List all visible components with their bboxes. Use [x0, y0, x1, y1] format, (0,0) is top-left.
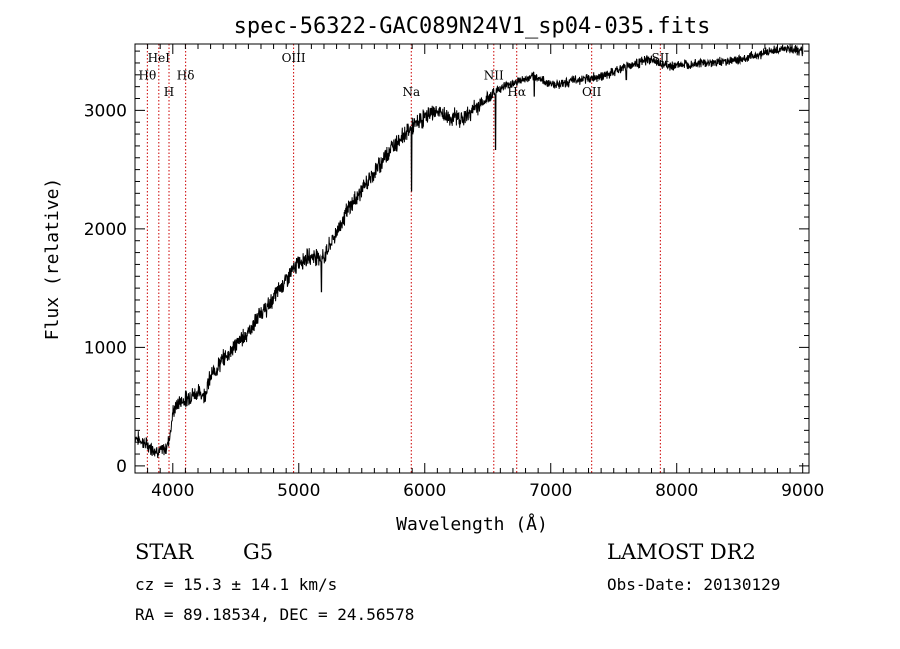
- object-subclass: G5: [243, 540, 273, 564]
- coordinates: RA = 89.18534, DEC = 24.56578: [135, 605, 414, 624]
- spectrum-line: [134, 44, 804, 458]
- marker-label: HeI: [148, 51, 171, 65]
- marker-label: H: [164, 85, 174, 99]
- object-class: STAR: [135, 540, 194, 564]
- y-tick-label: 3000: [84, 101, 127, 121]
- spectrum-series: [134, 44, 804, 458]
- chart-title: spec-56322-GAC089N24V1_sp04-035.fits: [234, 14, 711, 39]
- marker-label: Hδ: [177, 69, 195, 83]
- marker-label: Hα: [507, 85, 526, 99]
- marker-label: NII: [484, 69, 504, 83]
- x-axis-label: Wavelength (Å): [396, 513, 548, 535]
- plot-frame: [134, 43, 810, 474]
- marker-label: OIII: [282, 51, 306, 65]
- x-tick-label: 7000: [529, 481, 572, 501]
- x-tick-label: 9000: [781, 481, 824, 501]
- y-tick-label: 2000: [84, 220, 127, 240]
- observation-date: Obs-Date: 20130129: [607, 575, 780, 594]
- x-tick-label: 8000: [655, 481, 698, 501]
- redshift-velocity: cz = 15.3 ± 14.1 km/s: [135, 575, 337, 594]
- marker-label: OII: [582, 85, 602, 99]
- x-tick-label: 6000: [403, 481, 446, 501]
- tick-labels: 4000 5000 6000 7000 8000 9000 0 1000 2000 3000: [84, 101, 825, 501]
- survey-name: LAMOST DR2: [607, 540, 756, 564]
- y-tick-label: 1000: [84, 338, 127, 358]
- y-tick-label: 0: [116, 457, 127, 477]
- x-tick-label: 5000: [277, 481, 320, 501]
- marker-label: Hθ: [138, 69, 156, 83]
- x-tick-label: 4000: [151, 481, 194, 501]
- axis-ticks: [135, 44, 809, 473]
- y-axis-label: Flux (relative): [42, 178, 63, 341]
- marker-label: Na: [402, 85, 420, 99]
